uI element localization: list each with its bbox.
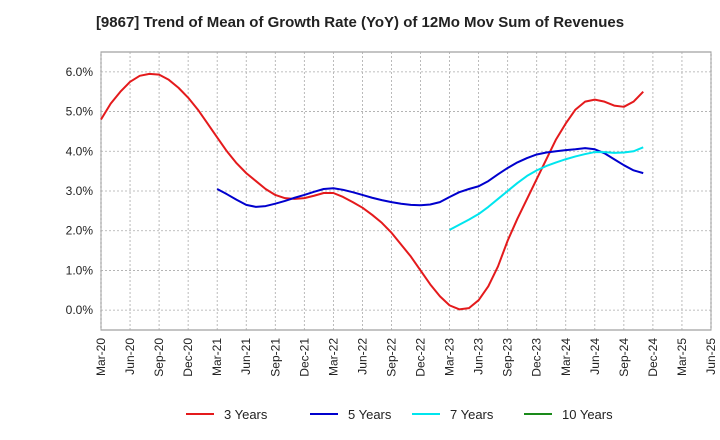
x-tick-label: Jun-24 xyxy=(588,338,602,375)
legend-label-7-years: 7 Years xyxy=(450,407,494,422)
x-tick-label: Dec-24 xyxy=(646,338,660,377)
x-tick-label: Sep-20 xyxy=(152,338,166,377)
x-tick-label: Dec-23 xyxy=(530,338,544,377)
x-tick-label: Sep-24 xyxy=(617,338,631,377)
x-tick-label: Dec-21 xyxy=(297,338,311,377)
x-tick-label: Mar-20 xyxy=(94,338,108,376)
x-tick-label: Mar-24 xyxy=(559,338,573,376)
legend-label-3-years: 3 Years xyxy=(224,407,268,422)
y-tick-label: 1.0% xyxy=(66,263,94,277)
legend-label-5-years: 5 Years xyxy=(348,407,392,422)
series-line-5-years xyxy=(216,147,644,208)
y-tick-label: 6.0% xyxy=(66,65,94,79)
x-tick-label: Jun-21 xyxy=(239,338,253,375)
x-tick-label: Jun-22 xyxy=(355,338,369,375)
x-tick-label: Jun-25 xyxy=(704,338,718,375)
x-tick-label: Sep-21 xyxy=(268,338,282,377)
legend-label-10-years: 10 Years xyxy=(562,407,613,422)
y-tick-label: 2.0% xyxy=(66,224,94,238)
x-tick-label: Mar-23 xyxy=(443,338,457,376)
x-tick-label: Jun-23 xyxy=(472,338,486,375)
series-line-3-years xyxy=(100,72,644,311)
series-line-7-years xyxy=(449,146,644,231)
x-tick-label: Jun-20 xyxy=(123,338,137,375)
x-tick-label: Dec-20 xyxy=(181,338,195,377)
y-tick-label: 5.0% xyxy=(66,105,94,119)
y-tick-label: 4.0% xyxy=(66,144,94,158)
x-tick-label: Mar-21 xyxy=(210,338,224,376)
y-tick-label: 0.0% xyxy=(66,303,94,317)
x-tick-label: Sep-23 xyxy=(501,338,515,377)
x-tick-label: Mar-25 xyxy=(675,338,689,376)
x-tick-label: Dec-22 xyxy=(414,338,428,377)
chart-title: [9867] Trend of Mean of Growth Rate (YoY… xyxy=(95,14,625,31)
y-tick-label: 3.0% xyxy=(66,184,94,198)
x-tick-label: Sep-22 xyxy=(384,338,398,377)
x-tick-label: Mar-22 xyxy=(326,338,340,376)
